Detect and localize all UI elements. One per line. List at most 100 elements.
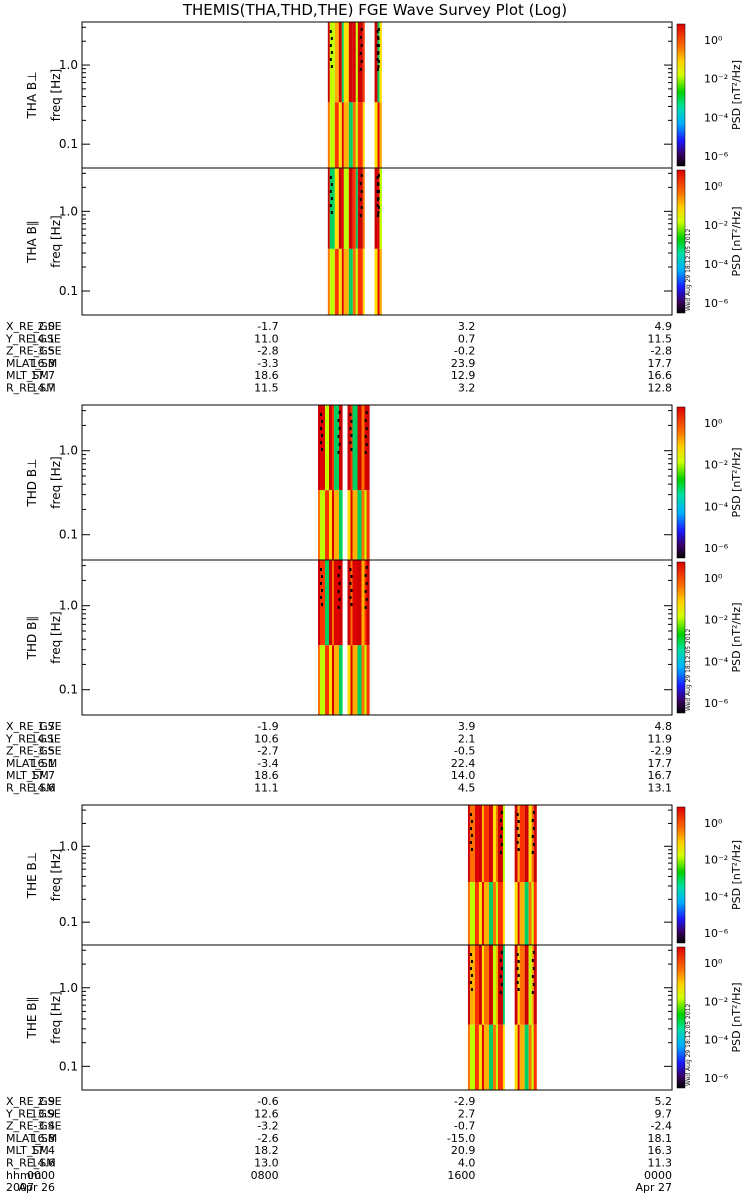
spectrogram-stripe xyxy=(332,405,334,491)
spectrogram-stripe-low xyxy=(469,1024,475,1090)
trace-point xyxy=(349,441,352,444)
spectrogram-stripe-low xyxy=(366,645,370,715)
trace-point xyxy=(360,206,363,209)
spectrogram-stripe xyxy=(364,405,367,491)
spectrogram-stripe-low xyxy=(329,248,335,315)
trace-point xyxy=(364,435,367,438)
spectrogram-stripe-low xyxy=(327,102,330,168)
trace-point xyxy=(321,420,323,423)
ephemeris-value: 16.3 xyxy=(31,357,56,370)
spectrogram-stripe-low xyxy=(362,102,365,168)
spectrogram-stripe-low xyxy=(329,645,332,715)
spectrogram-stripe-low xyxy=(348,248,353,315)
spectrogram-stripe-low xyxy=(362,248,365,315)
trace-point xyxy=(359,182,362,185)
ephemeris-value: 13.0 xyxy=(254,1157,279,1170)
ephemeris-row-label: Y_RE_GSE xyxy=(5,1107,61,1120)
colorbar-tick-label: 10⁻² xyxy=(704,73,728,86)
spectrogram-stripe xyxy=(357,22,363,103)
trace-point xyxy=(470,834,473,837)
y-tick-label: 1.0 xyxy=(59,981,78,995)
panel-ylabel: THD B⊥ xyxy=(25,458,39,507)
spectrogram-stripe-low xyxy=(478,882,482,945)
ephemeris-value: 18.2 xyxy=(254,1144,279,1157)
trace-point xyxy=(532,967,535,970)
spectrogram-stripe xyxy=(528,805,532,882)
spectrogram-stripe-low xyxy=(350,645,353,715)
trace-point xyxy=(338,582,341,585)
ephemeris-value: 11.0 xyxy=(254,332,279,345)
trace-point xyxy=(350,420,353,423)
ephemeris-value: 12.6 xyxy=(254,1107,279,1120)
spectrogram-stripe-low xyxy=(514,882,518,945)
spectrogram-stripe xyxy=(357,405,362,491)
ephemeris-value: -2.8 xyxy=(257,345,278,358)
trace-point xyxy=(338,427,341,430)
trace-point xyxy=(500,951,503,954)
spectrogram-stripe xyxy=(339,405,343,491)
trace-point xyxy=(330,51,333,54)
y-tick-label: 0.1 xyxy=(59,915,78,929)
trace-point xyxy=(330,183,333,186)
ephemeris-value: -2.9 xyxy=(454,1095,475,1108)
spectrogram-stripe-low xyxy=(524,882,529,945)
trace-point xyxy=(499,851,502,854)
ephemeris-value: 12.8 xyxy=(648,382,673,395)
spectrogram-stripe xyxy=(352,560,358,646)
spectrogram-stripe-low xyxy=(325,645,329,715)
trace-point xyxy=(377,44,380,47)
time-tick-label: 0000 xyxy=(644,1169,672,1182)
trace-point xyxy=(470,848,473,851)
trace-point xyxy=(516,981,519,984)
trace-point xyxy=(516,813,519,816)
colorbar-tick-label: 10⁻⁴ xyxy=(704,258,729,271)
spectrogram-stripe-low xyxy=(343,248,349,315)
spectrogram-stripe xyxy=(492,805,496,882)
spectrogram-stripe-low xyxy=(374,102,378,168)
trace-point xyxy=(337,606,340,609)
ephemeris-row-label: MLAT_SM xyxy=(6,357,57,370)
colorbar-tick-label: 10⁻⁶ xyxy=(704,297,729,310)
ephemeris-value: 11.5 xyxy=(648,332,673,345)
spectrogram-stripe-low xyxy=(318,645,320,715)
spectrogram-stripe-low xyxy=(374,248,378,315)
trace-point xyxy=(377,28,380,31)
spectrogram-stripe-low xyxy=(357,490,362,560)
trace-point xyxy=(360,174,363,177)
trace-point xyxy=(338,411,341,414)
spectrogram-stripe xyxy=(469,945,475,1025)
ephemeris-value: 17.7 xyxy=(648,357,673,370)
ephemeris-value: 11.3 xyxy=(648,1157,673,1170)
spectrogram-stripe-low xyxy=(514,1024,518,1090)
ephemeris-value: 4.9 xyxy=(655,320,673,333)
trace-point xyxy=(531,975,534,978)
trace-point xyxy=(532,951,535,954)
spectrogram-stripe-low xyxy=(325,490,329,560)
trace-point xyxy=(532,811,535,814)
ephemeris-value: -3.2 xyxy=(257,1120,278,1133)
spectrogram-stripe xyxy=(366,405,370,491)
colorbar-tick-label: 10⁰ xyxy=(704,417,723,430)
ephemeris-value: -0.7 xyxy=(454,1120,475,1133)
ephemeris-value: 13.1 xyxy=(648,782,673,795)
year-label: 2007 xyxy=(6,1181,34,1194)
colorbar xyxy=(676,946,686,1089)
spectrogram-stripe-low xyxy=(483,1024,489,1090)
colorbar-tick-label: 10⁻⁴ xyxy=(704,500,729,513)
spectrogram-stripe xyxy=(350,560,353,646)
spectrogram-stripe xyxy=(355,22,358,103)
spectrogram-stripe-low xyxy=(379,102,382,168)
ephemeris-value: -2.4 xyxy=(651,1120,672,1133)
colorbar xyxy=(676,169,686,314)
trace-point xyxy=(349,582,352,585)
ephemeris-value: -3.4 xyxy=(34,1120,55,1133)
trace-point xyxy=(470,960,473,963)
colorbar-tick-label: 10⁻⁴ xyxy=(704,1034,729,1047)
spectrogram-stripe-low xyxy=(347,645,351,715)
spectrogram-stripe xyxy=(327,168,330,249)
spectrogram-stripe xyxy=(357,168,363,249)
generation-timestamp: Wed Aug 29 18:12:05 2012 xyxy=(685,1004,692,1086)
colorbar-tick-label: 10⁻⁴ xyxy=(704,111,729,124)
